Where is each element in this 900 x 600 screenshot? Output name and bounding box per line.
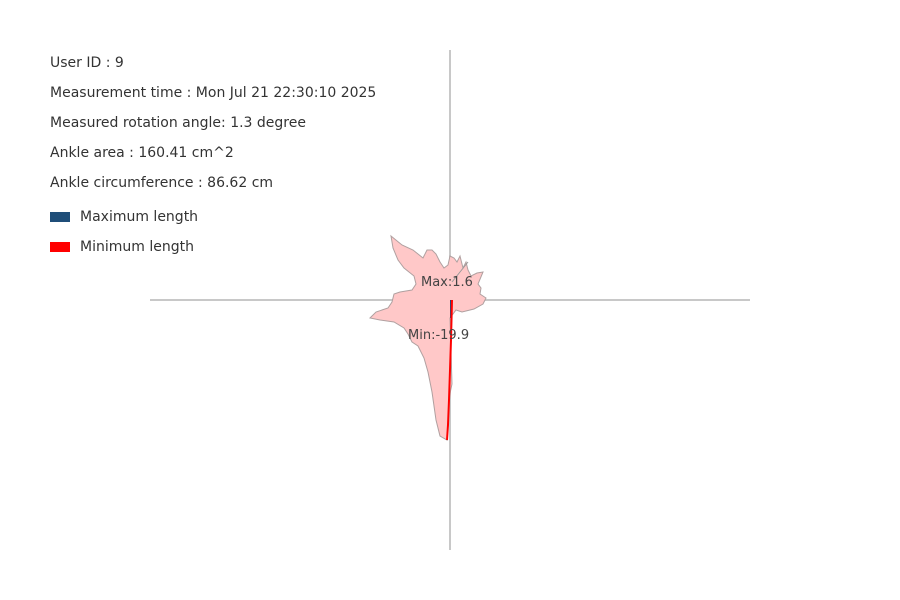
measurement-info: User ID : 9 Measurement time : Mon Jul 2…: [50, 48, 376, 198]
rotation-angle-text: Measured rotation angle: 1.3 degree: [50, 115, 306, 131]
legend-label-minimum: Minimum length: [80, 239, 194, 255]
min-annotation: Min:-19.9: [408, 328, 470, 343]
ankle-circumference-text: Ankle circumference : 86.62 cm: [50, 175, 274, 191]
legend-swatch-maximum: [50, 212, 70, 222]
legend-item-minimum: Minimum length: [50, 232, 198, 262]
legend-swatch-minimum: [50, 242, 70, 252]
ankle-cross-section-shape: [368, 234, 487, 441]
measurement-time-text: Measurement time : Mon Jul 21 22:30:10 2…: [50, 85, 377, 101]
legend-label-maximum: Maximum length: [80, 209, 199, 225]
spike-line-upper: [451, 261, 469, 283]
user-id-text: User ID : 9: [50, 55, 124, 71]
minimum-length-line: [446, 299, 453, 441]
max-annotation: Max:1.6: [421, 275, 473, 290]
ankle-area-text: Ankle area : 160.41 cm^2: [50, 145, 234, 161]
legend-item-maximum: Maximum length: [50, 202, 198, 232]
legend: Maximum length Minimum length: [50, 202, 198, 262]
